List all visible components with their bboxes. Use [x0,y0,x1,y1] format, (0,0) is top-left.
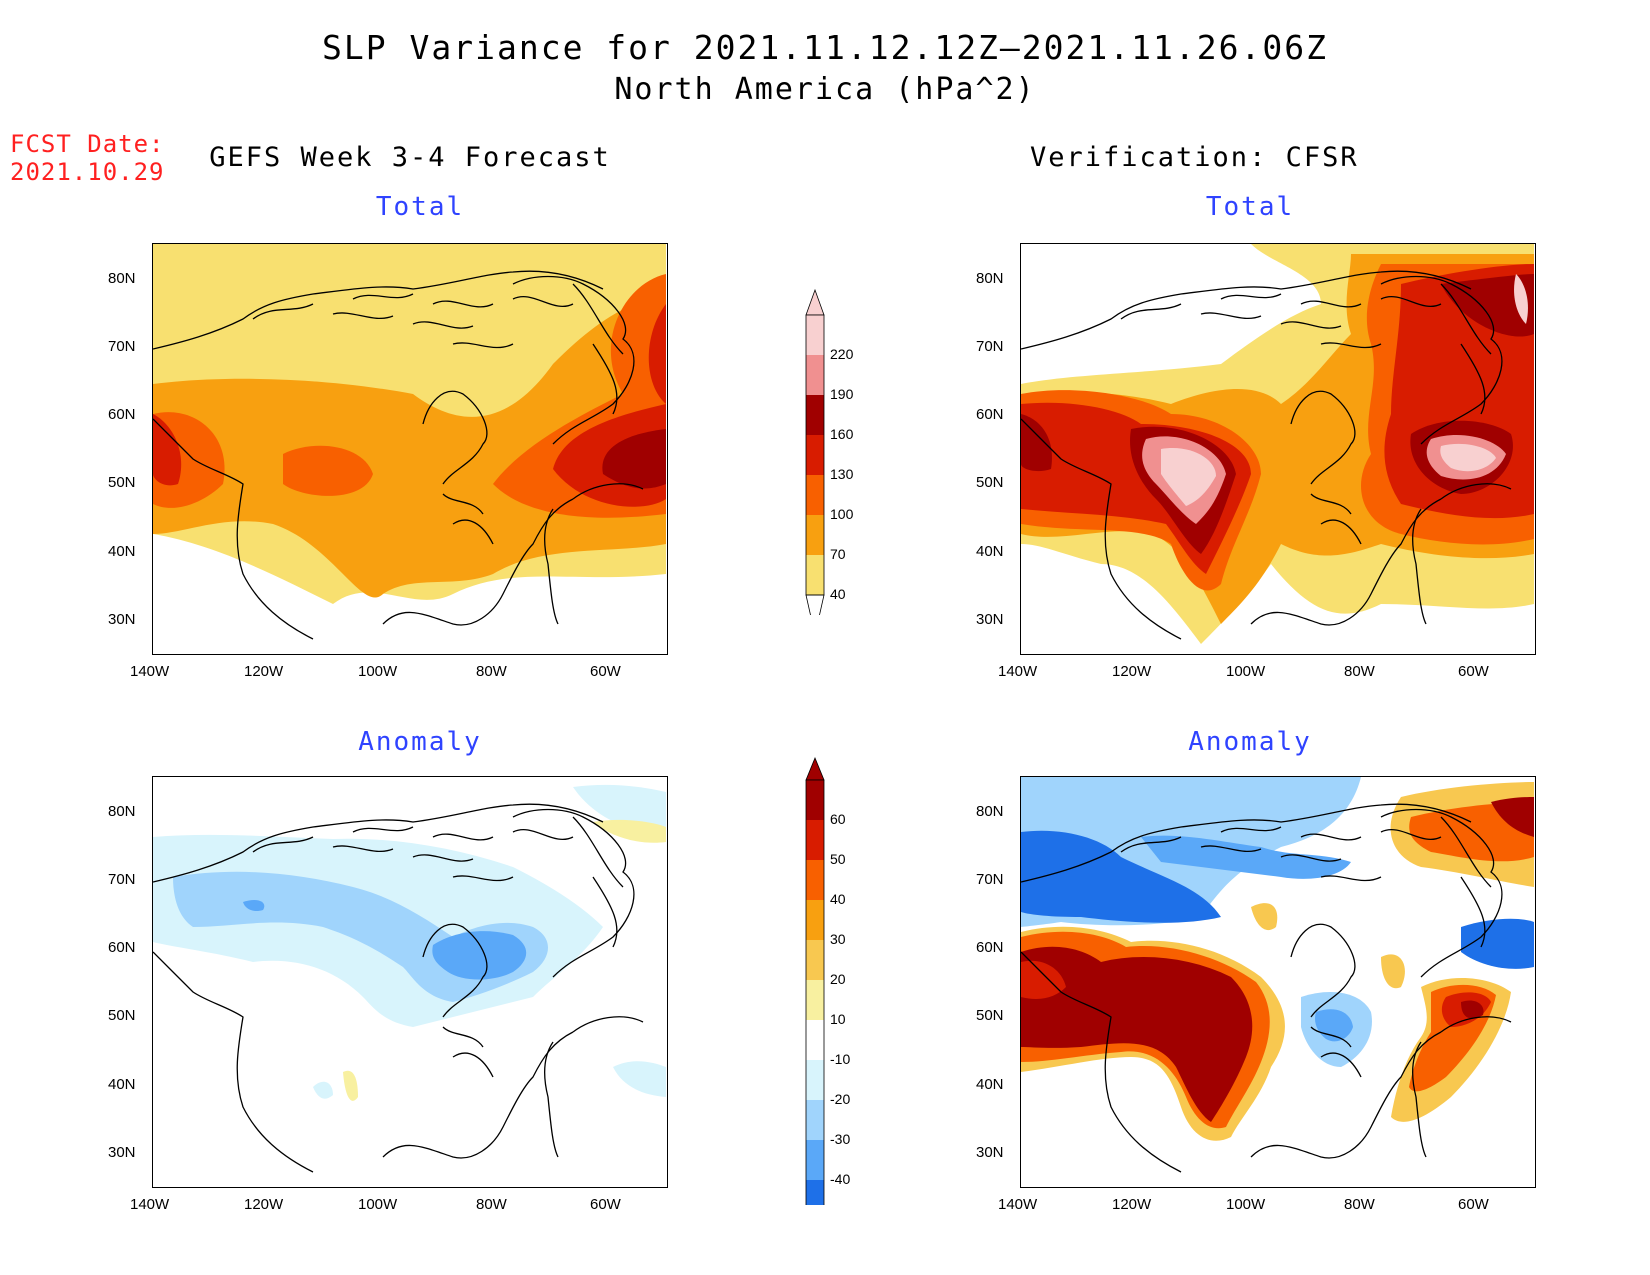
anomaly-colorbar-label: 40 [830,891,846,907]
anomaly-colorbar-label: -30 [830,1131,851,1147]
lon-tick-100w-top-right: 100W [1226,663,1266,680]
lat-tick-30n-top-left: 30N [108,611,136,628]
total-colorbar-swatch [806,395,824,435]
anomaly-colorbar-swatch [806,900,824,940]
lon-tick-100w-bottom-left: 100W [358,1196,398,1213]
lon-tick-60w-top-left: 60W [590,663,621,680]
total-colorbar-label: 40 [830,586,846,602]
total-colorbar-label: 160 [830,426,854,442]
total-colorbar-label: 70 [830,546,846,562]
lon-tick-60w-bottom-left: 60W [590,1196,621,1213]
anomaly-colorbar-label: -40 [830,1171,851,1187]
total-colorbar-swatch [806,555,824,595]
lon-tick-80w-bottom-right: 80W [1344,1196,1375,1213]
lat-tick-30n-top-right: 30N [976,611,1004,628]
lat-tick-60n-bottom-left: 60N [108,939,136,956]
lat-tick-70n-bottom-right: 70N [976,871,1004,888]
lat-tick-30n-bottom-left: 30N [108,1144,136,1161]
lon-tick-120w-bottom-left: 120W [244,1196,284,1213]
total-colorbar [800,285,830,636]
total-colorbar-top-triangle [805,288,825,316]
anomaly-colorbar-swatch [806,1140,824,1180]
total-colorbar-swatch [806,355,824,395]
anomaly-colorbar-label: -10 [830,1051,851,1067]
lon-tick-100w-top-left: 100W [358,663,398,680]
total-colorbar-swatch [806,475,824,515]
lat-tick-70n-bottom-left: 70N [108,871,136,888]
lat-tick-60n-bottom-right: 60N [976,939,1004,956]
map-forecast-total [152,243,668,655]
lon-tick-120w-top-right: 120W [1112,663,1152,680]
lon-tick-140w-bottom-right: 140W [998,1196,1038,1213]
lat-tick-60n-top-right: 60N [976,406,1004,423]
panel-title-bottom-right: Anomaly [1188,727,1312,757]
anomaly-colorbar-swatch [806,820,824,860]
fcst-date: 2021.10.29 [10,158,165,186]
total-colorbar-bottom-triangle [805,594,825,636]
lat-tick-80n-bottom-right: 80N [976,803,1004,820]
fcst-label: FCST Date: [10,130,165,158]
anomaly-colorbar-top-triangle [805,756,825,781]
lat-tick-50n-top-left: 50N [108,474,136,491]
anomaly-colorbar-swatch [806,1020,824,1060]
anomaly-colorbar [800,755,830,1261]
lat-tick-40n-top-right: 40N [976,543,1004,560]
anomaly-colorbar-swatch [806,940,824,980]
panel-title-top-left: Total [375,192,465,222]
lon-tick-140w-top-left: 140W [130,663,170,680]
left-column-title: GEFS Week 3-4 Forecast [209,142,611,173]
lat-tick-40n-top-left: 40N [108,543,136,560]
anomaly-colorbar-swatch [806,1060,824,1100]
total-colorbar-swatch [806,435,824,475]
lon-tick-80w-bottom-left: 80W [476,1196,507,1213]
main-title: SLP Variance for 2021.11.12.12Z–2021.11.… [322,28,1328,67]
panel-title-bottom-left: Anomaly [358,727,482,757]
lat-tick-70n-top-right: 70N [976,338,1004,355]
total-colorbar-swatch [806,315,824,355]
main-subtitle: North America (hPa^2) [614,72,1036,107]
lon-tick-120w-bottom-right: 120W [1112,1196,1152,1213]
lon-tick-60w-top-right: 60W [1458,663,1489,680]
lon-tick-120w-top-left: 120W [244,663,284,680]
lat-tick-40n-bottom-right: 40N [976,1076,1004,1093]
lat-tick-50n-bottom-left: 50N [108,1007,136,1024]
lon-tick-80w-top-right: 80W [1344,663,1375,680]
anomaly-colorbar-swatch [806,860,824,900]
lat-tick-40n-bottom-left: 40N [108,1076,136,1093]
total-colorbar-label: 130 [830,466,854,482]
total-colorbar-label: 190 [830,386,854,402]
lat-tick-30n-bottom-right: 30N [976,1144,1004,1161]
lon-tick-140w-bottom-left: 140W [130,1196,170,1213]
total-colorbar-swatch [806,515,824,555]
anomaly-colorbar-label: 10 [830,1011,846,1027]
lat-tick-60n-top-left: 60N [108,406,136,423]
lon-tick-100w-bottom-right: 100W [1226,1196,1266,1213]
anomaly-colorbar-swatch [806,780,824,820]
map-forecast-anomaly [152,776,668,1188]
panel-title-top-right: Total [1205,192,1295,222]
lat-tick-80n-bottom-left: 80N [108,803,136,820]
anomaly-colorbar-label: 60 [830,811,846,827]
lon-tick-80w-top-left: 80W [476,663,507,680]
anomaly-colorbar-swatch [806,1100,824,1140]
lat-tick-80n-top-left: 80N [108,270,136,287]
anomaly-colorbar-label: 30 [830,931,846,947]
anomaly-colorbar-label: -20 [830,1091,851,1107]
anomaly-colorbar-swatch [806,1180,824,1220]
lat-tick-50n-bottom-right: 50N [976,1007,1004,1024]
anomaly-colorbar-label: 20 [830,971,846,987]
lon-tick-140w-top-right: 140W [998,663,1038,680]
map-verification-anomaly [1020,776,1536,1188]
lat-tick-80n-top-right: 80N [976,270,1004,287]
total-colorbar-label: 220 [830,346,854,362]
map-verification-total [1020,243,1536,655]
anomaly-colorbar-label: 50 [830,851,846,867]
right-column-title: Verification: CFSR [1030,142,1359,173]
anomaly-colorbar-swatch [806,980,824,1020]
lat-tick-70n-top-left: 70N [108,338,136,355]
total-colorbar-label: 100 [830,506,854,522]
lat-tick-50n-top-right: 50N [976,474,1004,491]
lon-tick-60w-bottom-right: 60W [1458,1196,1489,1213]
